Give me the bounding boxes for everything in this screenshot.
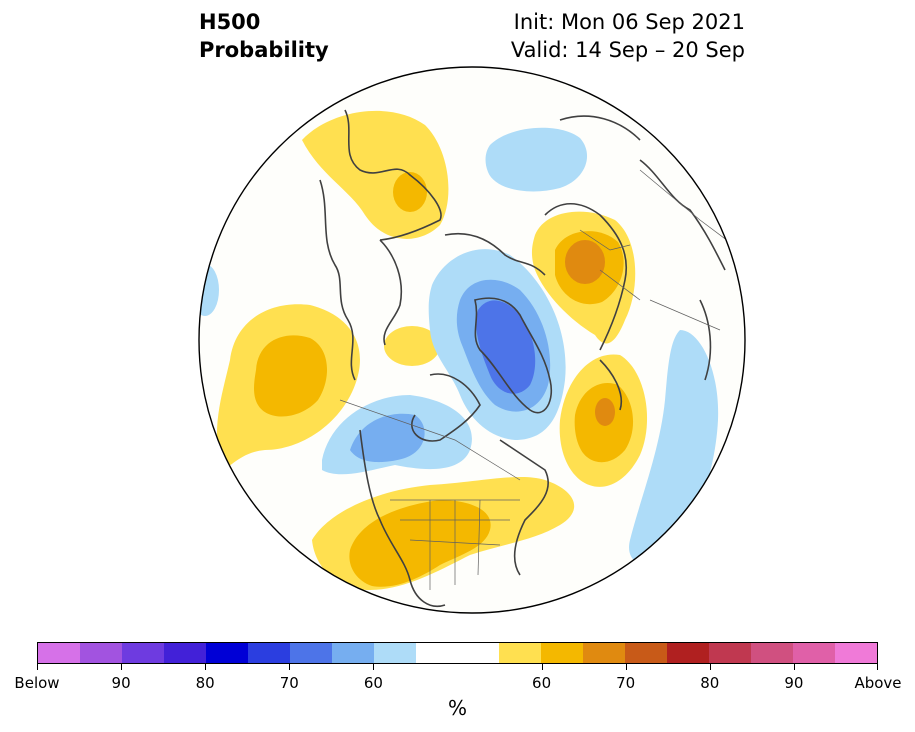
forecast-dates: Init: Mon 06 Sep 2021 Valid: 14 Sep – 20… [511,8,745,64]
colorbar-segment [709,643,752,663]
colorbar-segment [625,643,668,663]
colorbar-segment [205,643,248,663]
init-date: Init: Mon 06 Sep 2021 [513,10,745,34]
below-core-arctic [476,300,536,394]
colorbar-segment [499,643,542,663]
colorbar-tick-label: 60 [363,674,383,692]
above-core-pacific [254,335,328,417]
colorbar-segment [79,643,122,663]
map-title: H500 Probability [199,8,329,64]
colorbar-segment [331,643,374,663]
colorbar-tick-label: 90 [784,674,804,692]
colorbar-tick [37,664,38,670]
above-core-alaska [393,172,427,212]
colorbar-segment [163,643,206,663]
colorbar-segment [415,643,458,663]
probability-shading [199,109,741,607]
polar-map [198,66,746,614]
colorbar-tick [541,664,543,670]
above-core-atlantic [595,398,615,426]
political-borders [339,169,741,590]
colorbar-tick-label: 90 [111,674,131,692]
above-region-arctic [384,326,440,366]
below-region-edge-west [199,264,219,316]
below-core-canada [350,413,425,463]
colorbar-segment [289,643,332,663]
colorbar-tick-label: Above [854,674,902,692]
colorbar-segment [835,643,878,663]
colorbar-segment [667,643,710,663]
colorbar-segment [541,643,584,663]
colorbar-tick [121,664,123,670]
title-variable: H500 [199,10,261,34]
above-core-europe [565,240,605,284]
colorbar-tick [205,664,207,670]
colorbar-tick [373,664,375,670]
colorbar-ticks [37,664,878,670]
colorbar-tick [877,664,878,670]
colorbar-tick [289,664,291,670]
colorbar-tick-label: 70 [616,674,636,692]
colorbar-segment [373,643,416,663]
colorbar-segment [583,643,626,663]
valid-range: Valid: 14 Sep – 20 Sep [510,38,745,62]
title-product: Probability [199,38,329,62]
coastlines [319,109,726,607]
colorbar-unit-label: % [447,696,467,720]
colorbar-tick [793,664,795,670]
colorbar-tick-label: Below [14,674,60,692]
colorbar-segment [121,643,164,663]
colorbar-tick-label: 80 [195,674,215,692]
probability-colorbar [37,642,878,664]
below-region-siberia [485,127,588,192]
colorbar-tick-label: 70 [279,674,299,692]
globe-outline [198,66,746,614]
colorbar-segment [793,643,836,663]
colorbar-segment [247,643,290,663]
colorbar-segment [457,643,500,663]
colorbar-segment [751,643,794,663]
colorbar-segment [38,643,80,663]
colorbar-tick-label: 80 [700,674,720,692]
colorbar-tick [709,664,711,670]
colorbar-tick [625,664,627,670]
colorbar-tick-label: 60 [532,674,552,692]
